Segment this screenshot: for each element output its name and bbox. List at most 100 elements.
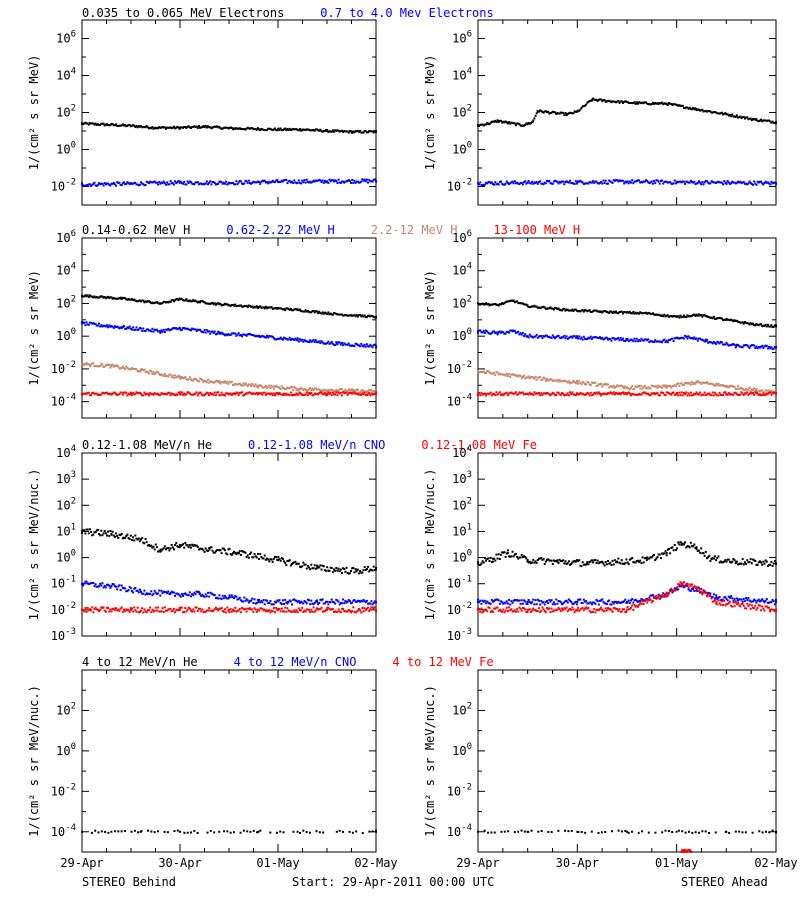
data-point — [205, 549, 208, 552]
data-point — [238, 608, 241, 611]
data-point — [288, 127, 291, 130]
data-point — [624, 385, 627, 388]
data-point — [723, 596, 726, 599]
data-point — [686, 180, 689, 183]
data-point — [707, 392, 710, 395]
data-point — [322, 130, 325, 133]
data-point — [540, 556, 543, 559]
data-point — [746, 322, 749, 325]
data-point — [286, 386, 289, 389]
data-point — [617, 557, 620, 560]
data-point — [743, 389, 746, 392]
data-point — [717, 555, 720, 558]
data-point — [481, 183, 484, 186]
row-title: 0.035 to 0.065 MeV Electrons 0.7 to 4.0 M… — [82, 6, 494, 20]
data-point — [670, 182, 673, 185]
data-point — [317, 179, 320, 182]
data-point — [192, 328, 195, 331]
data-point — [298, 601, 301, 604]
data-point — [111, 297, 114, 300]
data-point — [347, 314, 350, 317]
data-point — [603, 382, 606, 385]
data-point — [170, 610, 173, 613]
data-point — [192, 393, 195, 396]
data-point — [230, 393, 233, 396]
data-point — [563, 394, 566, 397]
data-point — [747, 388, 750, 391]
data-point — [140, 392, 143, 395]
data-point — [612, 384, 615, 387]
data-point — [707, 181, 710, 184]
data-point — [580, 392, 583, 395]
data-point — [98, 182, 101, 185]
data-point — [180, 182, 183, 185]
data-point — [132, 536, 135, 539]
data-point — [247, 556, 250, 559]
data-point — [211, 126, 214, 129]
data-point — [291, 603, 293, 606]
data-point — [372, 131, 375, 134]
y-tick-label: 10-4 — [51, 393, 76, 409]
data-point — [715, 596, 718, 599]
data-point — [146, 300, 149, 303]
data-point — [353, 389, 356, 392]
data-point — [166, 301, 169, 304]
data-point — [301, 565, 304, 568]
data-point — [636, 311, 639, 314]
data-point — [523, 599, 526, 602]
data-point — [737, 344, 740, 347]
data-point — [707, 110, 710, 113]
data-point — [185, 610, 188, 613]
data-point — [140, 538, 143, 541]
data-point — [504, 301, 507, 304]
data-point — [550, 599, 553, 602]
data-point — [245, 598, 248, 601]
data-point — [359, 129, 362, 132]
data-point — [695, 546, 698, 549]
data-point — [141, 182, 144, 185]
data-point — [567, 380, 570, 383]
data-point — [558, 180, 561, 183]
data-point — [288, 610, 291, 613]
data-point — [552, 601, 555, 604]
y-tick-base: 10 — [452, 551, 466, 565]
data-point — [146, 544, 149, 547]
y-tick-label: 102 — [452, 496, 472, 512]
data-point — [567, 336, 570, 339]
data-point — [665, 595, 668, 598]
data-point — [99, 582, 102, 585]
data-point — [250, 551, 253, 554]
data-point — [534, 599, 537, 602]
data-point — [162, 328, 165, 331]
data-point — [246, 554, 249, 557]
data-point — [495, 121, 498, 124]
data-point — [640, 102, 643, 105]
data-point — [547, 307, 550, 310]
data-point — [342, 598, 345, 601]
data-point — [241, 127, 244, 130]
data-point — [217, 391, 220, 394]
data-point — [152, 371, 155, 374]
data-point — [157, 183, 160, 186]
data-point — [718, 316, 721, 319]
data-point — [242, 382, 245, 385]
data-point — [214, 550, 217, 553]
y-tick-exponent: 2 — [467, 496, 472, 506]
data-point — [731, 384, 734, 387]
data-point — [135, 391, 138, 394]
data-point — [557, 112, 560, 115]
data-point — [246, 599, 249, 602]
data-point — [588, 383, 591, 386]
data-point — [123, 536, 125, 539]
data-point — [757, 394, 760, 397]
data-point — [646, 392, 649, 395]
data-point — [711, 317, 714, 320]
data-point — [126, 589, 129, 592]
data-point — [231, 383, 234, 386]
data-point — [234, 332, 237, 335]
data-point — [330, 388, 333, 391]
data-point — [210, 380, 213, 383]
data-point — [138, 299, 141, 302]
data-point — [287, 128, 290, 131]
data-point — [635, 337, 638, 340]
